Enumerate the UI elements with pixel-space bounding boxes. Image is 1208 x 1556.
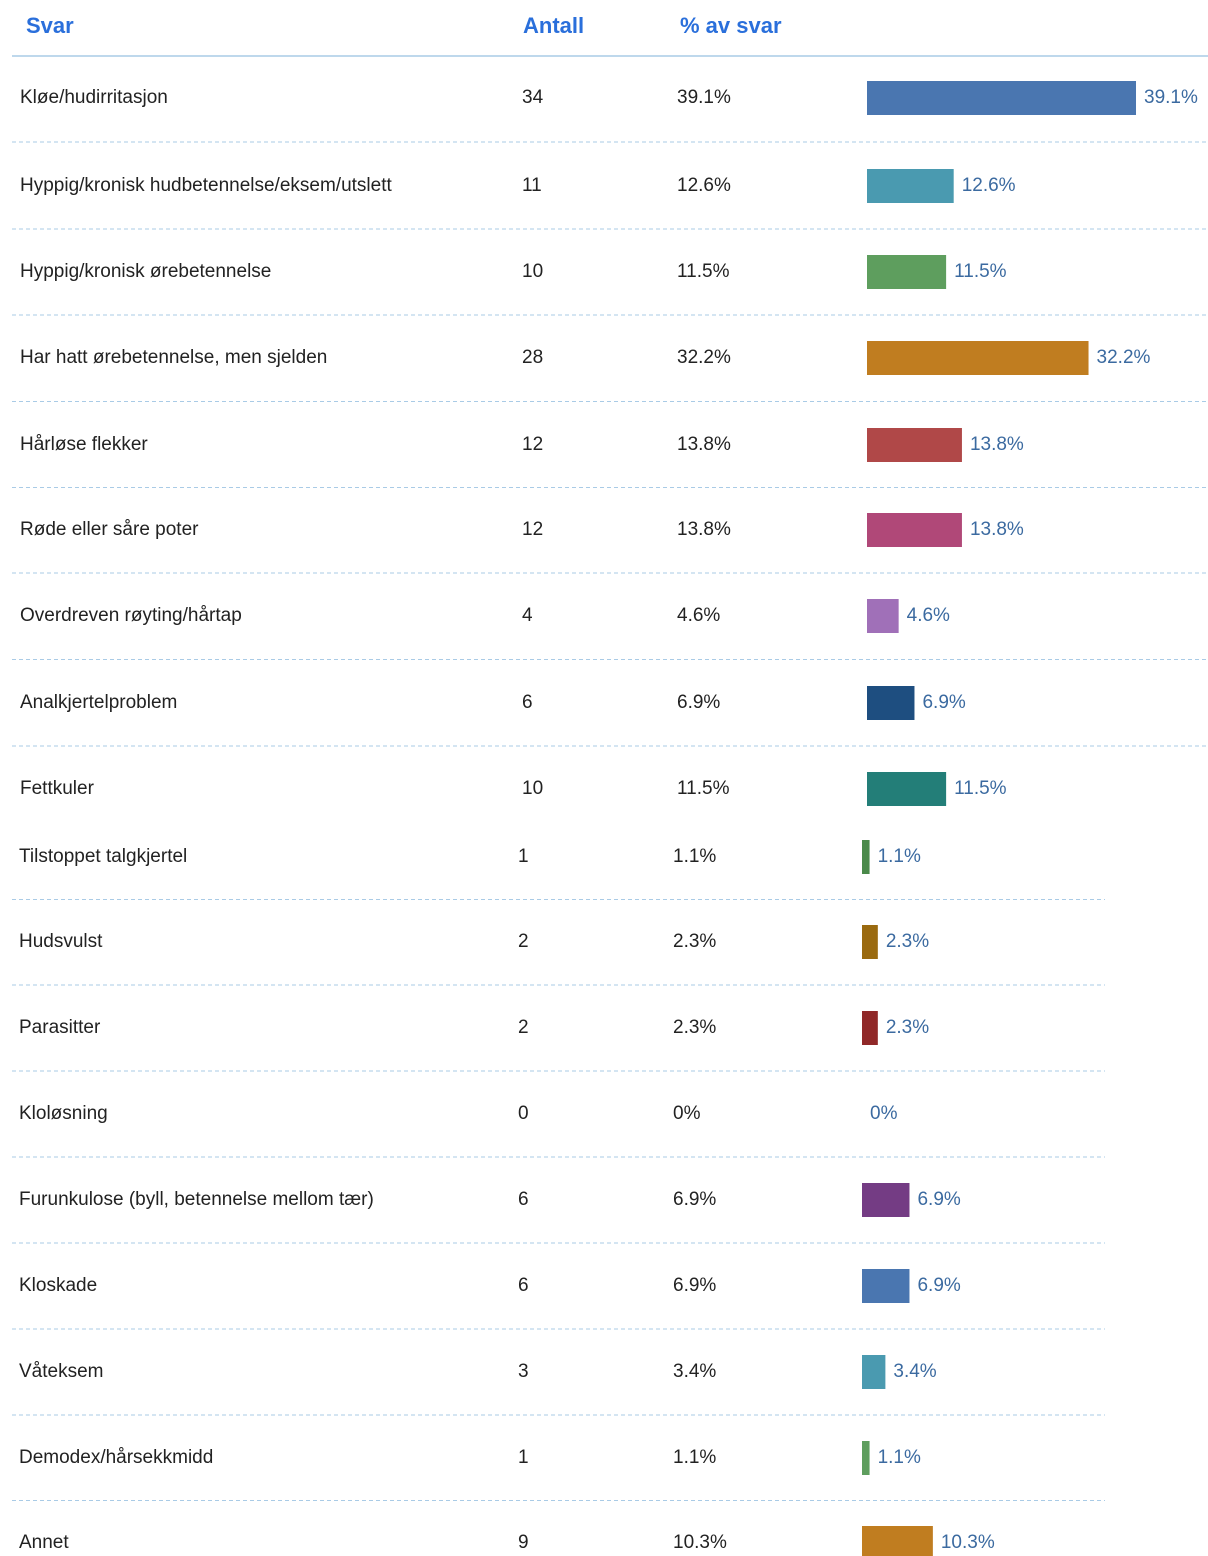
percent: 6.9%	[677, 692, 720, 713]
bar-value-label: 11.5%	[954, 778, 1007, 799]
count: 34	[522, 87, 544, 108]
bar	[867, 686, 915, 720]
count: 2	[518, 931, 529, 952]
count: 6	[522, 692, 533, 713]
answer-label: Kløe/hudirritasjon	[20, 87, 168, 108]
percent: 32.2%	[677, 347, 731, 368]
bar-value-label: 39.1%	[1144, 87, 1198, 108]
count: 4	[522, 605, 533, 626]
column-header: % av svar	[680, 13, 782, 38]
percent: 13.8%	[677, 434, 731, 455]
bar-value-label: 6.9%	[922, 692, 965, 713]
bar	[862, 1269, 910, 1303]
percent: 6.9%	[673, 1189, 716, 1210]
bar	[862, 1526, 933, 1556]
percent: 1.1%	[673, 1447, 716, 1468]
count: 0	[518, 1103, 529, 1124]
bar-value-label: 0%	[870, 1103, 898, 1124]
count: 10	[522, 778, 543, 799]
bar-value-label: 13.8%	[970, 434, 1024, 455]
count: 12	[522, 519, 543, 540]
bar	[867, 81, 1137, 115]
count: 11	[522, 175, 542, 196]
bar	[867, 513, 962, 547]
count: 2	[518, 1017, 529, 1038]
percent: 10.3%	[673, 1532, 727, 1553]
count: 1	[518, 1447, 529, 1468]
bar-value-label: 3.4%	[893, 1361, 936, 1382]
answer-label: Hyppig/kronisk hudbetennelse/eksem/utsle…	[20, 175, 392, 196]
bar-value-label: 13.8%	[970, 519, 1024, 540]
count: 1	[518, 846, 529, 867]
bar	[867, 428, 962, 462]
column-header: Antall	[523, 13, 584, 38]
bar-value-label: 1.1%	[878, 1447, 921, 1468]
answer-label: Tilstoppet talgkjertel	[19, 846, 187, 867]
answer-label: Røde eller såre poter	[20, 519, 199, 540]
bar-value-label: 1.1%	[878, 846, 921, 867]
bar	[862, 925, 878, 959]
answer-label: Hyppig/kronisk ørebetennelse	[20, 261, 271, 282]
bar-value-label: 11.5%	[954, 261, 1007, 282]
percent: 4.6%	[677, 605, 720, 626]
answer-label: Demodex/hårsekkmidd	[19, 1447, 213, 1468]
answer-label: Annet	[19, 1532, 69, 1553]
percent: 13.8%	[677, 519, 731, 540]
count: 6	[518, 1189, 529, 1210]
bar	[862, 1183, 910, 1217]
count: 10	[522, 261, 543, 282]
column-header: Svar	[26, 13, 74, 38]
percent: 11.5%	[677, 778, 730, 799]
bar	[867, 341, 1089, 375]
count: 9	[518, 1532, 529, 1553]
answer-label: Kloløsning	[19, 1103, 108, 1124]
bar-value-label: 12.6%	[962, 175, 1016, 196]
answer-label: Parasitter	[19, 1017, 101, 1038]
answer-label: Furunkulose (byll, betennelse mellom tær…	[19, 1189, 374, 1210]
bar	[862, 1011, 878, 1045]
answer-label: Våteksem	[19, 1361, 103, 1382]
bar-value-label: 10.3%	[941, 1532, 995, 1553]
answer-label: Hårløse flekker	[20, 434, 148, 455]
bar-value-label: 6.9%	[917, 1275, 960, 1296]
percent: 2.3%	[673, 1017, 716, 1038]
bar	[867, 772, 947, 806]
answer-label: Kloskade	[19, 1275, 97, 1296]
count: 28	[522, 347, 543, 368]
bar-value-label: 4.6%	[907, 605, 950, 626]
bar	[867, 169, 954, 203]
bar	[862, 840, 870, 874]
bar-value-label: 6.9%	[917, 1189, 960, 1210]
bar	[867, 255, 947, 289]
count: 3	[518, 1361, 529, 1382]
percent: 39.1%	[677, 87, 731, 108]
answer-label: Har hatt ørebetennelse, men sjelden	[20, 347, 327, 368]
bar	[862, 1441, 870, 1475]
percent: 2.3%	[673, 931, 716, 952]
answer-label: Analkjertelproblem	[20, 692, 177, 713]
bar-value-label: 32.2%	[1097, 347, 1151, 368]
percent: 11.5%	[677, 261, 730, 282]
bar	[867, 599, 899, 633]
count: 12	[522, 434, 543, 455]
percent: 12.6%	[677, 175, 731, 196]
percent: 6.9%	[673, 1275, 716, 1296]
percent: 1.1%	[673, 846, 716, 867]
bar-value-label: 2.3%	[886, 1017, 929, 1038]
bar	[862, 1355, 886, 1389]
answer-label: Overdreven røyting/hårtap	[20, 605, 242, 626]
answer-label: Hudsvulst	[19, 931, 103, 952]
percent: 0%	[673, 1103, 701, 1124]
bar-value-label: 2.3%	[886, 931, 929, 952]
percent: 3.4%	[673, 1361, 716, 1382]
count: 6	[518, 1275, 529, 1296]
answer-label: Fettkuler	[20, 778, 95, 799]
